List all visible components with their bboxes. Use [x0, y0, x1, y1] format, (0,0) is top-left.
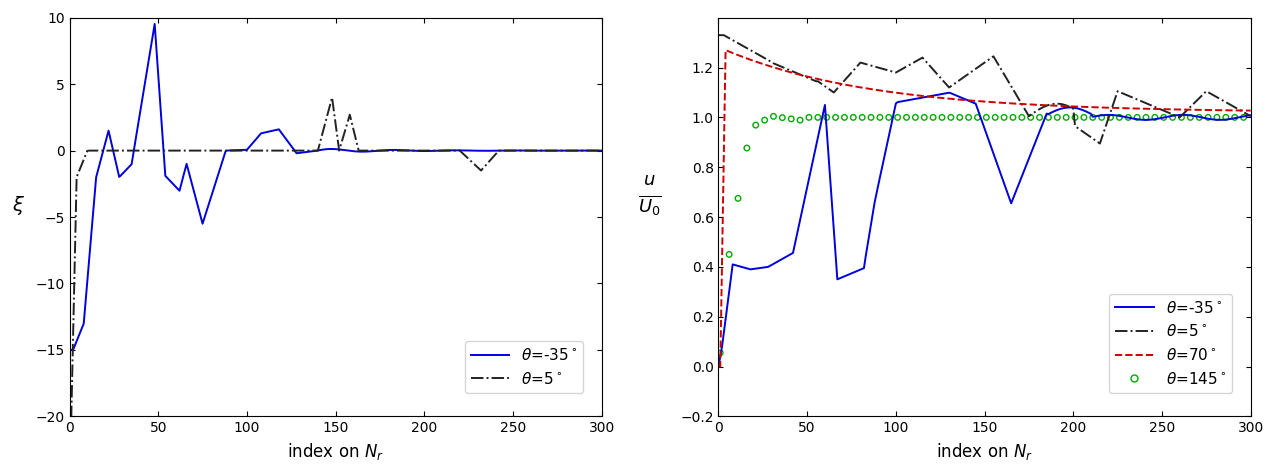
$\theta$=5$^\circ$ [295, 148, 310, 154]
Point [976, 114, 997, 121]
Point [1189, 114, 1210, 121]
$\theta$=-35$^\circ$ [427, 148, 443, 154]
Point [994, 114, 1014, 121]
Point [843, 114, 864, 121]
Point [1109, 114, 1129, 121]
Legend: $\theta$=-35$^\circ$, $\theta$=5$^\circ$: $\theta$=-35$^\circ$, $\theta$=5$^\circ$ [464, 341, 583, 393]
Point [835, 114, 855, 121]
$\theta$=-35$^\circ$ [595, 148, 610, 154]
Point [1136, 114, 1156, 121]
Point [736, 144, 757, 152]
X-axis label: index on $N_r$: index on $N_r$ [937, 441, 1034, 462]
$\theta$=-35$^\circ$ [61, 347, 77, 353]
Point [1216, 114, 1236, 121]
$\theta$=5$^\circ$ [556, 148, 572, 154]
Point [790, 116, 810, 124]
Point [1127, 114, 1147, 121]
Point [1198, 114, 1219, 121]
Point [1082, 114, 1102, 121]
X-axis label: index on $N_r$: index on $N_r$ [287, 441, 384, 462]
Point [718, 251, 739, 258]
Legend: $\theta$=-35$^\circ$, $\theta$=5$^\circ$, $\theta$=70$^\circ$, $\theta$=145$^\ci: $\theta$=-35$^\circ$, $\theta$=5$^\circ$… [1109, 293, 1233, 393]
Point [1145, 114, 1165, 121]
$\theta$=5$^\circ$ [324, 95, 339, 100]
Point [896, 114, 916, 121]
Point [852, 114, 873, 121]
Point [1021, 114, 1041, 121]
Point [799, 114, 819, 121]
Point [985, 114, 1005, 121]
Point [1234, 114, 1254, 121]
$\theta$=-35$^\circ$ [556, 148, 572, 154]
Y-axis label: $u$
$\overline{U_0}$: $u$ $\overline{U_0}$ [638, 172, 661, 217]
Point [808, 114, 828, 121]
Point [879, 114, 900, 121]
Point [1073, 114, 1094, 121]
Point [887, 114, 907, 121]
Point [754, 116, 775, 124]
Point [763, 113, 783, 120]
Y-axis label: $\xi$: $\xi$ [13, 194, 26, 217]
Point [1154, 114, 1174, 121]
Point [914, 114, 934, 121]
$\theta$=5$^\circ$ [61, 413, 77, 419]
$\theta$=5$^\circ$ [427, 148, 443, 154]
Point [1065, 114, 1086, 121]
Point [958, 114, 979, 121]
Point [817, 114, 837, 121]
Point [861, 114, 882, 121]
$\theta$=-35$^\circ$ [147, 21, 162, 27]
Point [1003, 114, 1023, 121]
$\theta$=-35$^\circ$ [482, 148, 498, 154]
Point [949, 114, 970, 121]
Point [1225, 114, 1245, 121]
Point [745, 121, 766, 129]
Point [1030, 114, 1050, 121]
Point [1162, 114, 1183, 121]
$\theta$=5$^\circ$ [277, 148, 292, 154]
Point [1091, 114, 1111, 121]
Point [781, 115, 801, 123]
Point [1048, 114, 1068, 121]
Point [905, 114, 925, 121]
Line: $\theta$=5$^\circ$: $\theta$=5$^\circ$ [69, 98, 602, 416]
Point [772, 114, 792, 121]
Point [1012, 114, 1032, 121]
Point [1207, 114, 1228, 121]
Point [931, 114, 952, 121]
Point [727, 194, 748, 202]
Point [870, 114, 891, 121]
$\theta$=-35$^\circ$ [296, 149, 311, 155]
Point [1100, 114, 1120, 121]
Point [967, 114, 988, 121]
Point [1039, 114, 1059, 121]
Point [1057, 114, 1077, 121]
Point [709, 349, 730, 356]
Point [923, 114, 943, 121]
Point [1118, 114, 1138, 121]
Point [826, 114, 846, 121]
Point [1180, 114, 1201, 121]
$\theta$=5$^\circ$ [595, 148, 610, 154]
Line: $\theta$=-35$^\circ$: $\theta$=-35$^\circ$ [69, 24, 602, 350]
Point [1171, 114, 1192, 121]
Point [940, 114, 961, 121]
$\theta$=5$^\circ$ [513, 148, 528, 154]
$\theta$=-35$^\circ$ [278, 136, 293, 142]
$\theta$=-35$^\circ$ [513, 147, 528, 153]
$\theta$=5$^\circ$ [482, 158, 498, 164]
